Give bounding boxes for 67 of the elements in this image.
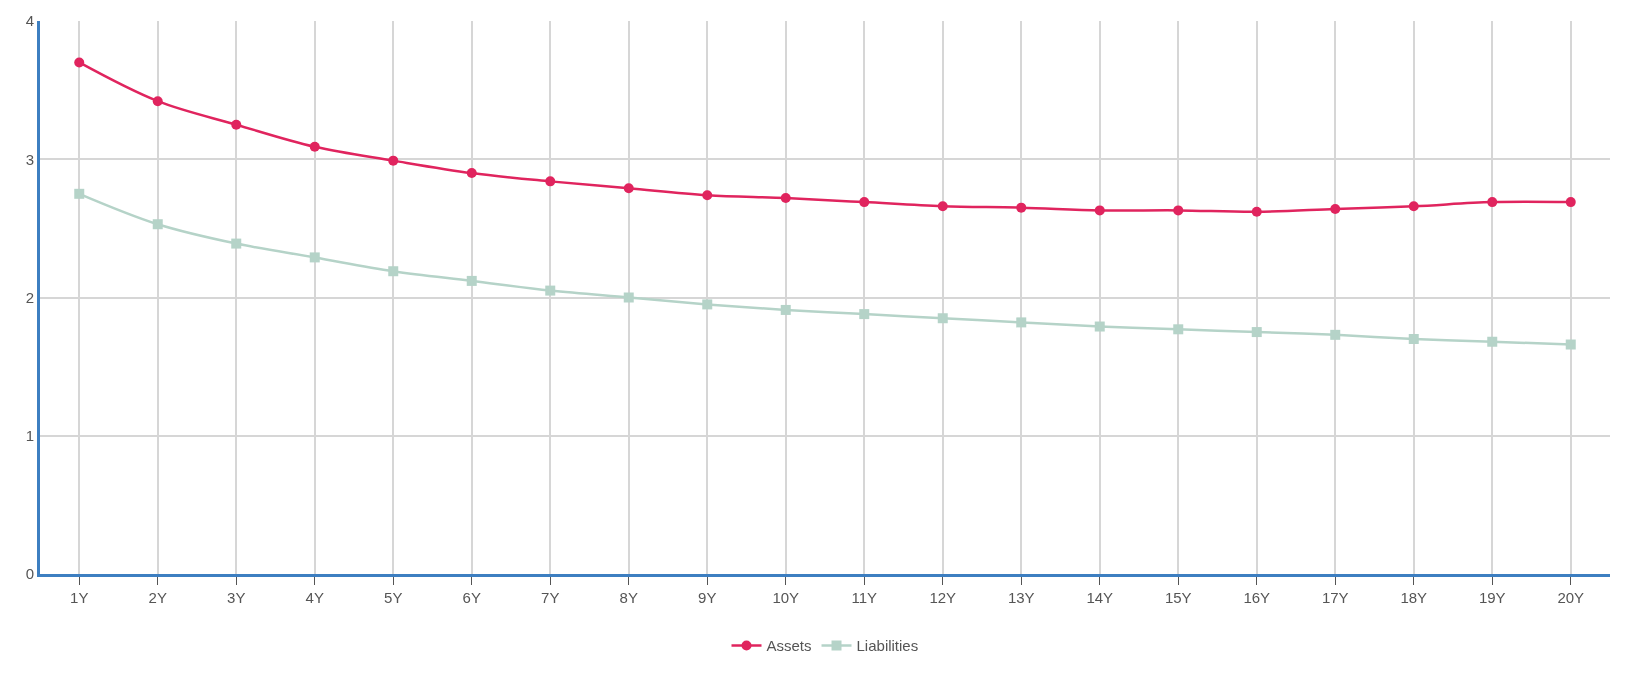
x-tick-label: 8Y: [619, 589, 638, 606]
point: [1487, 197, 1498, 208]
point: [937, 201, 948, 212]
point: [388, 266, 399, 277]
point: [859, 309, 870, 320]
y-tick-label: 4: [25, 12, 34, 30]
point: [1251, 327, 1262, 338]
x-tick-label: 10Y: [772, 589, 800, 606]
point: [1330, 204, 1341, 215]
point: [309, 252, 320, 263]
point: [623, 292, 634, 303]
point: [937, 313, 948, 324]
x-tick-label: 16Y: [1243, 589, 1271, 606]
point: [780, 304, 791, 315]
point: [74, 57, 85, 68]
x-tick-label: 4Y: [305, 589, 324, 606]
point: [74, 188, 85, 199]
point: [780, 192, 791, 203]
point: [231, 119, 242, 130]
point: [231, 238, 242, 249]
point: [1173, 324, 1184, 335]
x-tick-label: 7Y: [541, 589, 560, 606]
point: [1251, 206, 1262, 217]
y-tick-label: 3: [25, 150, 34, 168]
y-tick-label: 1: [25, 427, 34, 444]
x-tick-label: 20Y: [1557, 589, 1585, 606]
x-tick-label: 11Y: [851, 589, 878, 606]
x-tick-label: 17Y: [1321, 589, 1349, 606]
point: [1330, 329, 1341, 340]
point: [623, 183, 634, 194]
point: [152, 96, 163, 107]
x-tick-label: 1Y: [70, 589, 89, 606]
point: [466, 168, 477, 179]
point: [1408, 201, 1419, 212]
point: [1094, 205, 1105, 216]
x-tick-label: 12Y: [929, 589, 957, 606]
point: [388, 155, 399, 166]
point: [859, 197, 870, 208]
point: [1016, 317, 1027, 328]
x-tick-label: 15Y: [1164, 589, 1192, 606]
point: [1408, 333, 1419, 344]
point: [1565, 339, 1576, 350]
point: [702, 190, 713, 201]
legend-label: Liabilities: [856, 637, 919, 655]
x-tick-label: 5Y: [384, 589, 403, 606]
point: [466, 275, 477, 286]
point: [1016, 202, 1027, 213]
point: [309, 141, 320, 152]
y-tick-label: 2: [25, 288, 34, 306]
y-tick-label: 0: [25, 565, 34, 583]
point: [1487, 336, 1498, 347]
x-tick-label: 13Y: [1007, 589, 1035, 606]
x-tick-label: 19Y: [1478, 589, 1506, 606]
x-tick-label: 18Y: [1400, 589, 1428, 606]
x-tick-label: 3Y: [227, 589, 246, 606]
point: [702, 299, 713, 310]
point: [152, 219, 163, 230]
point: [1094, 321, 1105, 332]
legend-label: Assets: [766, 637, 812, 655]
point: [545, 176, 556, 187]
point: [1173, 205, 1184, 216]
point: [1565, 197, 1576, 208]
x-tick-label: 14Y: [1086, 589, 1114, 606]
x-tick-label: 6Y: [462, 589, 481, 606]
x-tick-label: 9Y: [698, 589, 717, 606]
point: [545, 285, 556, 296]
x-tick-label: 2Y: [148, 589, 167, 606]
